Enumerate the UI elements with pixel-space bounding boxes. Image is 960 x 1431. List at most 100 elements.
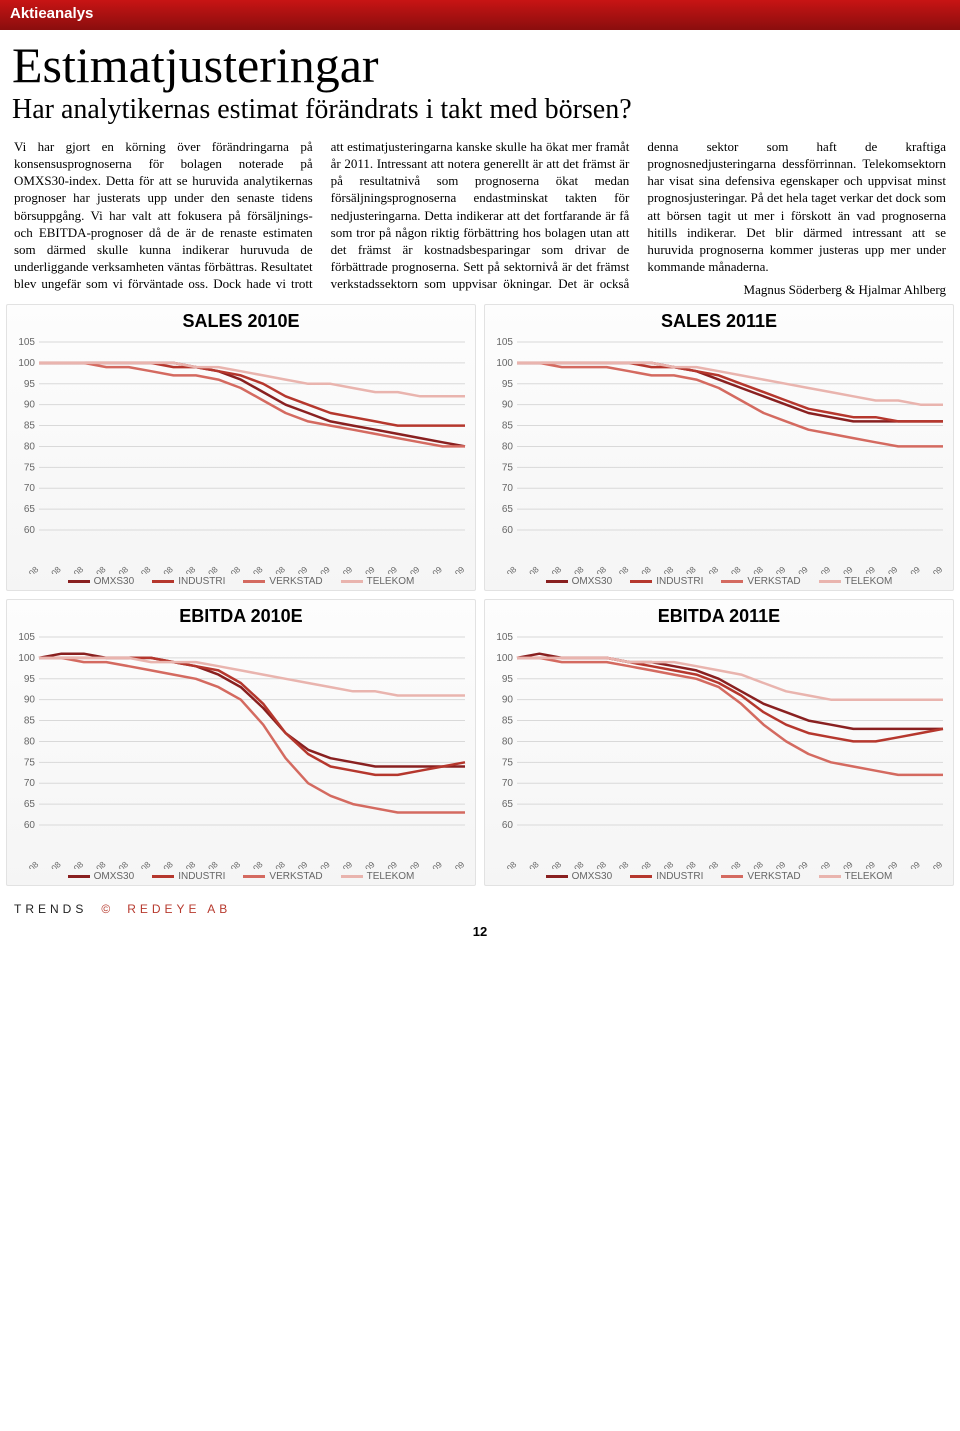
svg-text:apr-08: apr-08 <box>83 565 108 575</box>
footer: TRENDS © REDEYE AB 12 <box>0 892 960 924</box>
svg-text:90: 90 <box>502 695 514 706</box>
svg-text:maj-08: maj-08 <box>105 565 131 575</box>
legend-label: TELEKOM <box>845 576 893 587</box>
legend-label: VERKSTAD <box>747 871 800 882</box>
svg-text:nov-08: nov-08 <box>239 565 265 575</box>
svg-text:mar-09: mar-09 <box>806 860 832 870</box>
svg-text:maj-09: maj-09 <box>374 565 400 575</box>
svg-text:jul-08: jul-08 <box>152 565 175 575</box>
footer-copy: © <box>101 902 113 916</box>
svg-text:jul-09: jul-09 <box>900 860 923 870</box>
legend-swatch <box>243 875 265 878</box>
svg-text:apr-09: apr-09 <box>830 565 855 575</box>
svg-text:100: 100 <box>18 653 35 664</box>
svg-text:okt-08: okt-08 <box>218 860 242 870</box>
svg-text:nov-08: nov-08 <box>717 565 743 575</box>
legend-item: VERKSTAD <box>721 871 800 882</box>
legend-swatch <box>243 580 265 583</box>
page-title: Estimatjusteringar <box>0 30 960 94</box>
svg-text:100: 100 <box>496 358 513 369</box>
svg-text:95: 95 <box>24 379 36 390</box>
svg-text:jul-09: jul-09 <box>900 565 923 575</box>
chart-title: SALES 2010E <box>11 311 471 332</box>
svg-text:maj-08: maj-08 <box>105 860 131 870</box>
svg-text:apr-09: apr-09 <box>352 565 377 575</box>
svg-text:65: 65 <box>24 505 36 516</box>
svg-text:70: 70 <box>502 779 514 790</box>
svg-text:aug-08: aug-08 <box>650 860 676 870</box>
svg-text:feb-09: feb-09 <box>308 860 332 870</box>
chart-legend: OMXS30INDUSTRIVERKSTADTELEKOM <box>489 574 949 588</box>
svg-text:maj-09: maj-09 <box>852 860 878 870</box>
legend-swatch <box>546 580 568 583</box>
svg-text:jul-08: jul-08 <box>152 860 175 870</box>
svg-text:90: 90 <box>24 400 36 411</box>
svg-text:95: 95 <box>502 379 514 390</box>
svg-text:70: 70 <box>502 484 514 495</box>
legend-swatch <box>341 580 363 583</box>
svg-text:aug-09: aug-09 <box>441 565 467 575</box>
svg-text:70: 70 <box>24 484 36 495</box>
chart-legend: OMXS30INDUSTRIVERKSTADTELEKOM <box>489 869 949 883</box>
svg-text:dec-08: dec-08 <box>740 860 766 870</box>
legend-swatch <box>819 875 841 878</box>
svg-text:jan-09: jan-09 <box>763 565 788 575</box>
svg-text:70: 70 <box>24 779 36 790</box>
chart: EBITDA 2011E6065707580859095100105jan-08… <box>484 599 954 886</box>
svg-text:100: 100 <box>496 653 513 664</box>
legend-label: TELEKOM <box>845 871 893 882</box>
svg-text:sep-08: sep-08 <box>672 860 698 870</box>
svg-text:jun-08: jun-08 <box>606 565 631 575</box>
legend-label: INDUSTRI <box>178 576 225 587</box>
svg-text:feb-08: feb-08 <box>39 565 63 575</box>
charts-grid: SALES 2010E6065707580859095100105jan-08f… <box>0 304 960 892</box>
legend-swatch <box>152 580 174 583</box>
svg-text:dec-08: dec-08 <box>262 860 288 870</box>
svg-text:mar-08: mar-08 <box>537 860 563 870</box>
footer-left: TRENDS <box>14 902 87 916</box>
svg-text:75: 75 <box>24 758 36 769</box>
svg-text:100: 100 <box>18 358 35 369</box>
legend-label: OMXS30 <box>94 576 135 587</box>
svg-text:85: 85 <box>24 716 36 727</box>
svg-text:60: 60 <box>24 820 36 831</box>
svg-text:sep-08: sep-08 <box>194 565 220 575</box>
svg-text:105: 105 <box>18 632 35 643</box>
legend-item: TELEKOM <box>819 871 893 882</box>
chart-title: EBITDA 2010E <box>11 606 471 627</box>
legend-swatch <box>630 580 652 583</box>
svg-text:jul-08: jul-08 <box>630 860 653 870</box>
svg-text:jul-08: jul-08 <box>630 565 653 575</box>
svg-text:aug-09: aug-09 <box>919 860 945 870</box>
svg-text:sep-08: sep-08 <box>194 860 220 870</box>
svg-text:jun-09: jun-09 <box>397 565 422 575</box>
legend-swatch <box>152 875 174 878</box>
svg-text:feb-09: feb-09 <box>308 565 332 575</box>
footer-right: REDEYE AB <box>127 902 231 916</box>
svg-text:okt-08: okt-08 <box>218 565 242 575</box>
svg-text:feb-08: feb-08 <box>517 565 541 575</box>
legend-label: INDUSTRI <box>178 871 225 882</box>
svg-text:aug-08: aug-08 <box>172 860 198 870</box>
legend-label: VERKSTAD <box>747 576 800 587</box>
svg-text:jan-09: jan-09 <box>763 860 788 870</box>
legend-swatch <box>630 875 652 878</box>
svg-text:jan-08: jan-08 <box>494 565 519 575</box>
legend-swatch <box>341 875 363 878</box>
svg-text:nov-08: nov-08 <box>717 860 743 870</box>
svg-text:dec-08: dec-08 <box>740 565 766 575</box>
svg-text:95: 95 <box>24 674 36 685</box>
legend-item: TELEKOM <box>819 576 893 587</box>
svg-text:mar-08: mar-08 <box>59 565 85 575</box>
legend-swatch <box>68 875 90 878</box>
chart: SALES 2011E6065707580859095100105jan-08f… <box>484 304 954 591</box>
legend-item: OMXS30 <box>68 871 135 882</box>
chart-title: EBITDA 2011E <box>489 606 949 627</box>
legend-item: VERKSTAD <box>721 576 800 587</box>
svg-text:apr-08: apr-08 <box>561 565 586 575</box>
svg-text:85: 85 <box>24 421 36 432</box>
svg-text:80: 80 <box>502 442 514 453</box>
svg-text:mar-08: mar-08 <box>59 860 85 870</box>
svg-text:60: 60 <box>24 525 36 536</box>
legend-label: OMXS30 <box>572 871 613 882</box>
